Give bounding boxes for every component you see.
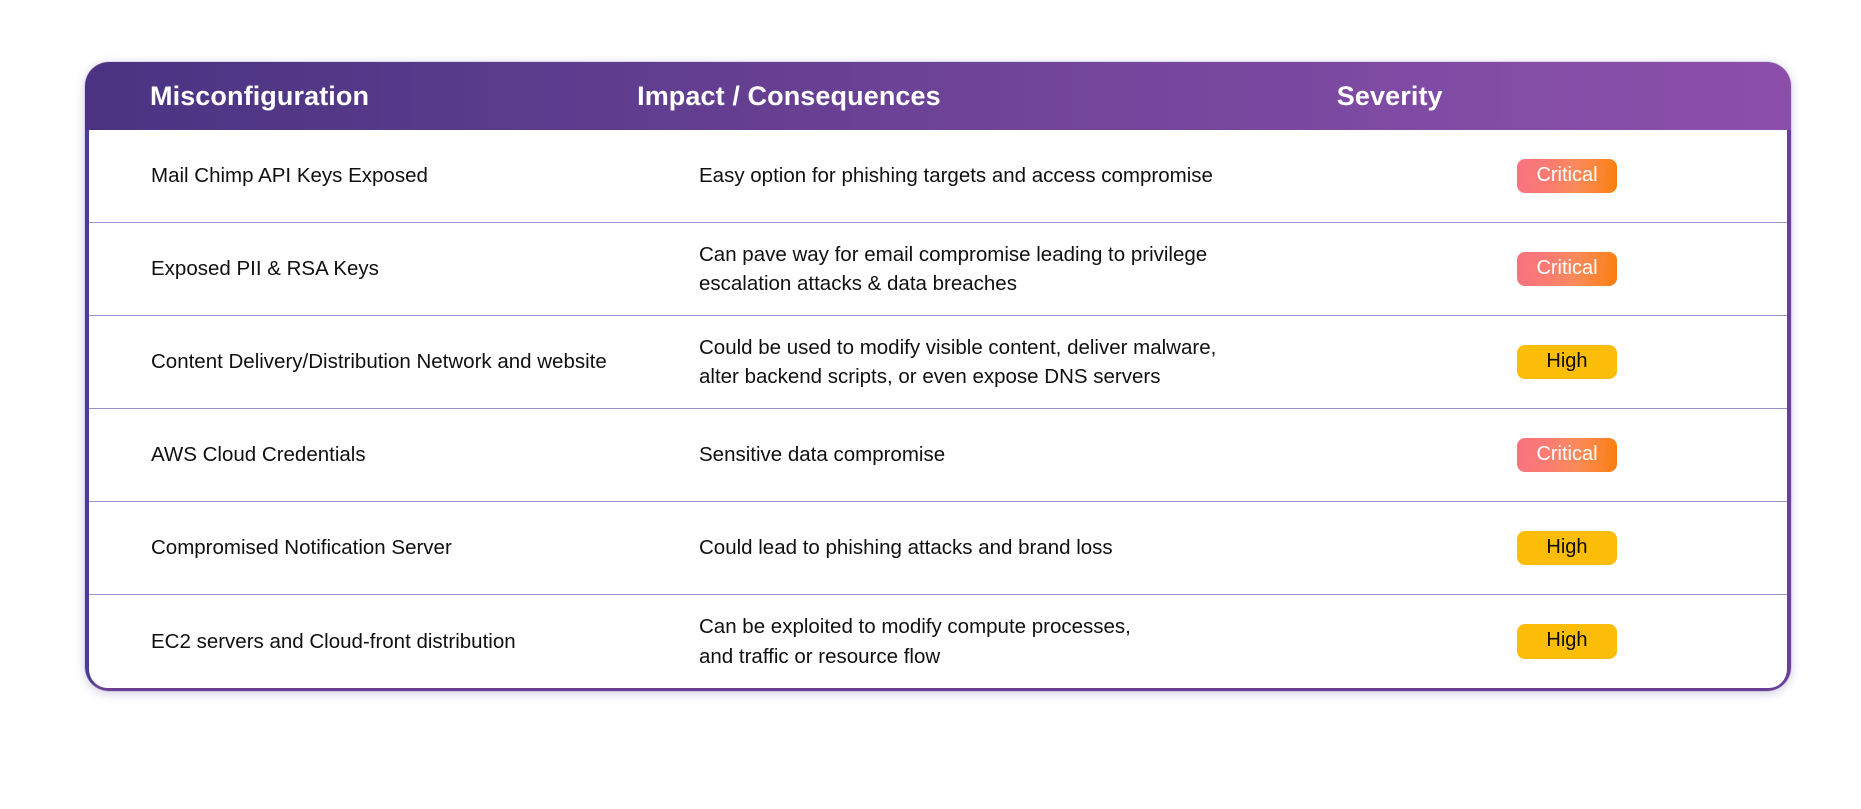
cell-misconfiguration: Compromised Notification Server: [151, 536, 452, 560]
status-badge: High: [1517, 624, 1617, 659]
table-row: Compromised Notification Server Could le…: [89, 502, 1787, 595]
cell-impact: Easy option for phishing targets and acc…: [699, 164, 1213, 188]
cell-misconfiguration: Exposed PII & RSA Keys: [151, 257, 379, 281]
table-row: AWS Cloud Credentials Sensitive data com…: [89, 409, 1787, 502]
status-badge: Critical: [1517, 437, 1617, 473]
table-header-row: Misconfiguration Impact / Consequences S…: [85, 62, 1791, 130]
cell-severity: High: [1479, 530, 1787, 566]
column-header-impact: Impact / Consequences: [637, 80, 941, 111]
table-row: Mail Chimp API Keys Exposed Easy option …: [89, 130, 1787, 223]
table-row: Content Delivery/Distribution Network an…: [89, 316, 1787, 409]
column-header-severity: Severity: [1336, 80, 1443, 111]
cell-impact: Can be exploited to modify compute proce…: [699, 615, 1131, 668]
cell-misconfiguration: Content Delivery/Distribution Network an…: [151, 350, 607, 374]
cell-misconfiguration: EC2 servers and Cloud-front distribution: [151, 629, 516, 653]
misconfiguration-table-card: Misconfiguration Impact / Consequences S…: [85, 62, 1791, 691]
cell-misconfiguration: Mail Chimp API Keys Exposed: [151, 164, 428, 188]
status-badge: Critical: [1517, 251, 1617, 287]
cell-severity: Critical: [1479, 437, 1787, 473]
cell-severity: Critical: [1479, 251, 1787, 287]
cell-misconfiguration: AWS Cloud Credentials: [151, 443, 366, 467]
cell-severity: High: [1479, 624, 1787, 659]
cell-impact: Could lead to phishing attacks and brand…: [699, 536, 1113, 560]
cell-impact: Sensitive data compromise: [699, 443, 946, 467]
status-badge: Critical: [1517, 158, 1617, 194]
column-header-misconfiguration: Misconfiguration: [150, 80, 370, 111]
cell-severity: Critical: [1479, 158, 1787, 194]
cell-severity: High: [1479, 344, 1787, 380]
status-badge: High: [1517, 530, 1617, 566]
status-badge: High: [1517, 344, 1617, 380]
table-body: Mail Chimp API Keys Exposed Easy option …: [85, 130, 1791, 691]
cell-impact: Can pave way for email compromise leadin…: [699, 242, 1208, 295]
table-row: EC2 servers and Cloud-front distribution…: [89, 595, 1787, 688]
cell-impact: Could be used to modify visible content,…: [699, 335, 1217, 388]
table-row: Exposed PII & RSA Keys Can pave way for …: [89, 223, 1787, 316]
